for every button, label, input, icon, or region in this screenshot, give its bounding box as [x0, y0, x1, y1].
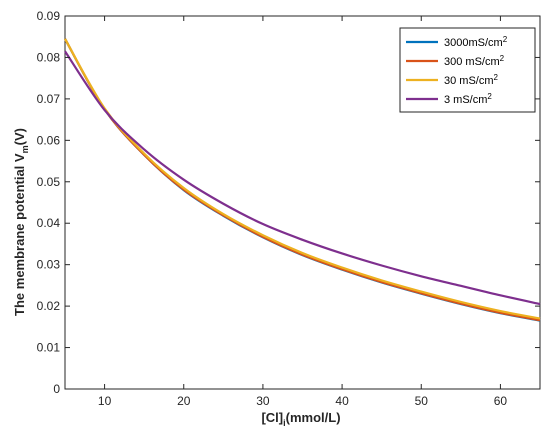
series-line-2	[64, 38, 541, 320]
legend: 3000mS/cm2 300 mS/cm2 30 mS/cm2 3 mS/cm2	[399, 27, 536, 113]
series-line-3	[64, 50, 541, 306]
x-tick-label: 40	[335, 394, 349, 408]
x-axis-title: [Cl]i(mmol/L)	[261, 410, 340, 428]
legend-label-1: 300 mS/cm2	[444, 54, 505, 68]
y-tick-label: 0.08	[37, 50, 61, 64]
y-tick-label: 0.03	[37, 258, 61, 272]
y-tick-label: 0.09	[37, 9, 61, 23]
y-tick-label: 0.02	[37, 299, 61, 313]
x-tick-label: 60	[494, 394, 508, 408]
y-tick-label: 0.05	[37, 175, 61, 189]
y-tick-label: 0.06	[37, 133, 61, 147]
y-tick-label: 0.04	[37, 216, 61, 230]
y-axis-title: The membrane potential Vm(V)	[12, 128, 30, 316]
x-tick-label: 30	[256, 394, 270, 408]
x-tick-label: 50	[415, 394, 429, 408]
x-tick-label: 10	[98, 394, 112, 408]
y-axis: 0 0.01 0.02 0.03 0.04 0.05 0.06 0.07 0.08 0.09	[37, 9, 540, 396]
y-tick-label: 0.01	[37, 341, 61, 355]
y-tick-label: 0	[53, 382, 60, 396]
legend-label-3: 3 mS/cm2	[444, 92, 492, 106]
series-layer	[64, 38, 541, 322]
x-tick-label: 20	[177, 394, 191, 408]
legend-label-0: 3000mS/cm2	[444, 35, 508, 49]
x-axis: 10 20 30 40 50 60	[98, 16, 508, 408]
y-tick-label: 0.07	[37, 92, 61, 106]
legend-label-2: 30 mS/cm2	[444, 73, 499, 87]
